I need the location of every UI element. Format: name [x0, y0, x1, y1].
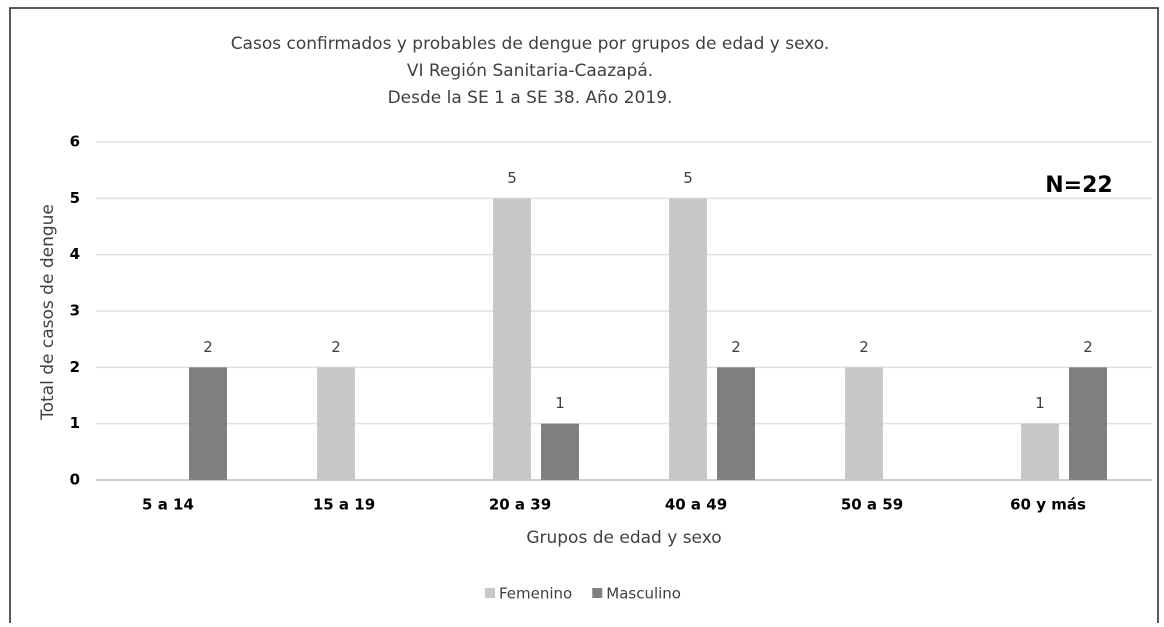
data-label: 2 — [331, 338, 341, 356]
data-label: 5 — [683, 169, 693, 187]
x-tick-label: 60 y más — [1010, 496, 1086, 514]
data-label: 1 — [1035, 394, 1045, 412]
chart-title: VI Región Sanitaria-Caazapá. — [407, 61, 653, 81]
x-tick-label: 50 a 59 — [841, 496, 903, 514]
bar — [1021, 423, 1059, 480]
x-tick-label: 15 a 19 — [313, 496, 375, 514]
x-axis-title: Grupos de edad y sexo — [526, 528, 721, 548]
bar — [317, 367, 355, 480]
legend-label: Masculino — [606, 585, 681, 603]
data-label: 2 — [859, 338, 869, 356]
x-tick-label: 5 a 14 — [142, 496, 194, 514]
chart-title: Desde la SE 1 a SE 38. Año 2019. — [388, 88, 673, 108]
bar — [541, 423, 579, 480]
bar — [189, 367, 227, 480]
data-label: 2 — [731, 338, 741, 356]
y-axis-title: Total de casos de dengue — [38, 204, 58, 421]
y-tick-label: 0 — [70, 471, 80, 489]
y-tick-label: 6 — [70, 133, 80, 151]
x-tick-label: 20 a 39 — [489, 496, 551, 514]
bar — [493, 198, 531, 481]
annotation: N=22 — [1045, 173, 1112, 198]
chart-title: Casos confirmados y probables de dengue … — [231, 34, 830, 54]
data-label: 2 — [203, 338, 213, 356]
data-label: 2 — [1083, 338, 1093, 356]
x-tick-label: 40 a 49 — [665, 496, 727, 514]
bar — [669, 198, 707, 481]
y-tick-label: 4 — [70, 245, 80, 263]
legend-label: Femenino — [499, 585, 572, 603]
chart-frame — [9, 7, 1159, 627]
bar — [845, 367, 883, 480]
bar — [717, 367, 755, 480]
legend-swatch — [592, 588, 603, 598]
y-tick-label: 5 — [70, 189, 80, 207]
y-tick-label: 2 — [70, 358, 80, 376]
y-tick-label: 3 — [70, 302, 80, 320]
bar — [1069, 367, 1107, 480]
y-tick-label: 1 — [70, 414, 80, 432]
data-label: 5 — [507, 169, 517, 187]
legend-swatch — [485, 588, 495, 598]
data-label: 1 — [555, 394, 565, 412]
